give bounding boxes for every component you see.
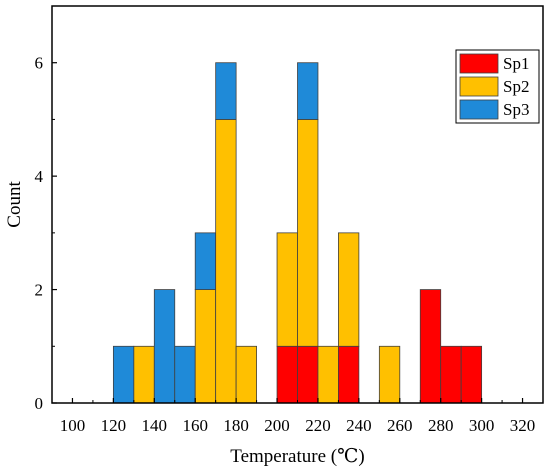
- legend: Sp1 Sp2 Sp3: [455, 49, 540, 124]
- bar-sp1-295: [460, 345, 483, 404]
- bar-sp3-175: [215, 62, 237, 120]
- bar-sp2-235: [338, 232, 360, 347]
- bar-sp2-165: [194, 289, 217, 404]
- bar-sp3-165: [194, 232, 217, 290]
- legend-swatch-sp1: [459, 53, 499, 74]
- x-axis-label: Temperature (℃): [230, 446, 364, 467]
- x-tick-label-100: 100: [60, 416, 86, 435]
- bar-sp1-275: [419, 289, 442, 404]
- legend-label-sp1: Sp1: [503, 54, 529, 73]
- bar-sp2-185: [235, 345, 257, 404]
- x-tick-label-140: 140: [142, 416, 168, 435]
- bar-sp3-145: [153, 289, 176, 404]
- legend-label-sp2: Sp2: [503, 77, 529, 96]
- bar-sp3-155: [174, 345, 196, 404]
- bar-sp2-255: [378, 345, 401, 404]
- y-tick-label-6: 6: [35, 54, 44, 73]
- y-tick-label-0: 0: [35, 394, 44, 413]
- legend-swatch-sp2: [459, 76, 499, 97]
- bar-sp1-235: [338, 345, 360, 404]
- y-axis-label: Count: [4, 181, 25, 228]
- bar-sp2-215: [297, 119, 319, 347]
- bars-layer: [112, 62, 483, 404]
- legend-swatch-sp3: [459, 99, 499, 120]
- bar-sp2-175: [215, 119, 237, 404]
- y-tick-label-2: 2: [35, 281, 44, 300]
- x-tick-label-300: 300: [469, 416, 495, 435]
- x-tick-label-120: 120: [101, 416, 127, 435]
- y-tick-label-4: 4: [35, 167, 44, 186]
- bar-sp2-205: [276, 232, 298, 347]
- x-tick-label-320: 320: [510, 416, 536, 435]
- x-tick-label-240: 240: [346, 416, 372, 435]
- legend-label-sp3: Sp3: [503, 100, 529, 119]
- axes-layer: 100 120 140 160 180 200 220 240 260 280 300 320 0 2 4 6: [35, 54, 536, 435]
- bar-sp1-205: [276, 345, 298, 404]
- bar-sp3-215: [297, 62, 319, 120]
- x-tick-label-220: 220: [305, 416, 331, 435]
- bar-sp1-285: [440, 345, 462, 404]
- x-tick-label-180: 180: [223, 416, 249, 435]
- bar-sp1-215: [297, 345, 319, 404]
- x-tick-label-260: 260: [387, 416, 413, 435]
- x-tick-label-200: 200: [264, 416, 290, 435]
- x-tick-label-280: 280: [428, 416, 454, 435]
- x-tick-label-160: 160: [182, 416, 208, 435]
- bar-sp2-225: [317, 345, 339, 404]
- bar-sp3-125: [112, 345, 135, 404]
- bar-sp2-135: [133, 345, 155, 404]
